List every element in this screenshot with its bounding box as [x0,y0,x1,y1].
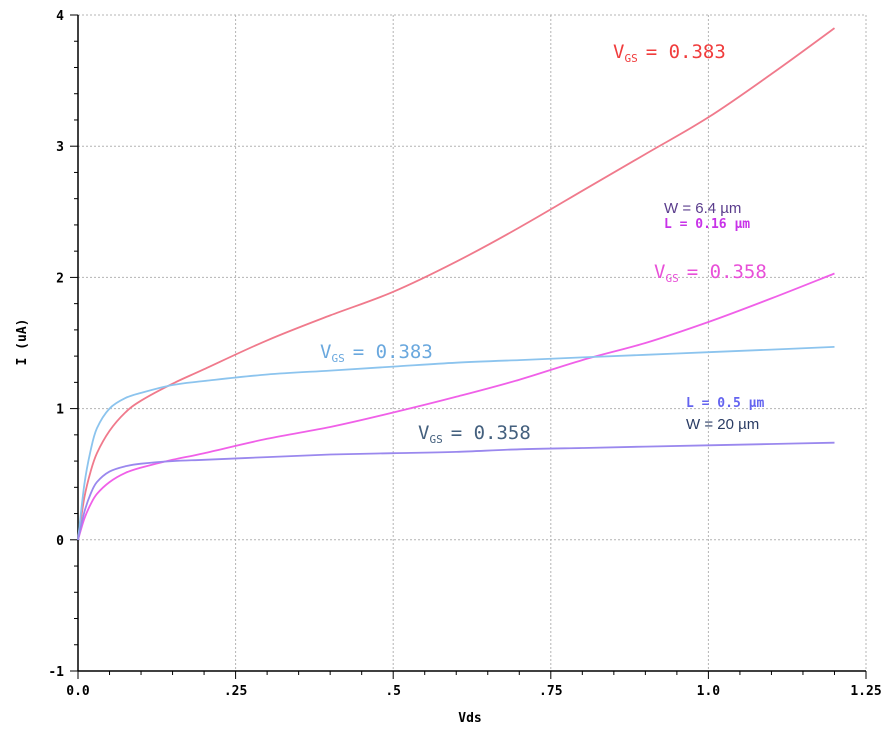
axes: 0.0 .25 .5 .75 1.0 1.25 -1 0 1 2 3 4 [48,9,881,699]
y-tick-label: 3 [56,140,64,155]
magenta-vgs-label: VGS = 0.358 [654,261,767,285]
y-tick-label: 1 [56,403,64,418]
y-tick-label: 4 [56,9,64,24]
y-tick-label: -1 [48,665,64,680]
long-device-length-label: L = 0.5 µm [686,396,764,411]
y-axis-title: I (uA) [15,319,30,366]
x-tick-label: 1.0 [697,684,721,699]
annotation-purple-vgs: VGS = 0.358 [418,422,531,446]
annotation-red-vgs: VGS = 0.383 [613,41,726,65]
y-tick-label: 2 [56,271,64,286]
grid [78,14,867,671]
blue-vgs-label: VGS = 0.383 [320,341,433,365]
x-tick-label: 1.25 [850,684,881,699]
annotation-magenta-vgs: VGS = 0.358 [654,261,767,285]
x-tick-label: .25 [224,684,247,699]
x-tick-label: 0.0 [66,684,90,699]
series-line-1 [77,27,836,540]
series-line-4 [77,441,835,541]
annotation-blue-vgs: VGS = 0.383 [320,341,433,365]
x-tick-label: .5 [385,684,401,699]
short-device-length-label: L = 0.16 µm [664,217,750,232]
purple-vgs-label: VGS = 0.358 [418,422,531,446]
series-line-3 [77,346,835,540]
x-tick-label: .75 [539,684,562,699]
series-line-2 [77,272,835,541]
x-axis-title: Vds [458,711,481,726]
series-lines [77,27,836,541]
red-vgs-label: VGS = 0.383 [613,41,726,65]
short-device-width-label: W = 6.4 µm [664,200,741,217]
y-tick-label: 0 [56,534,64,549]
long-device-width-label: W = 20 µm [686,416,759,433]
